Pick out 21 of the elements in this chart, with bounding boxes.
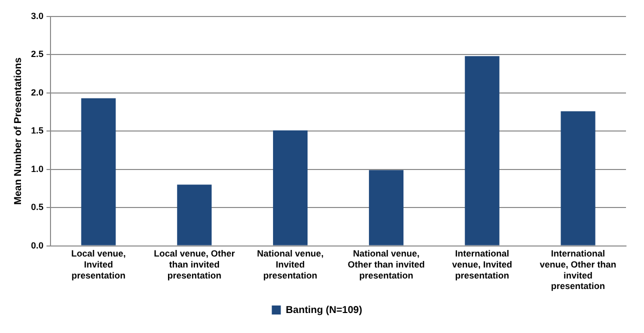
bar [81,98,116,246]
bar [177,184,212,246]
y-tick-label: 0.0 [30,240,44,250]
legend-label: Banting (N=109) [286,304,362,316]
x-tick-label: Local venue, Other than invited presentation [154,248,236,280]
bar [368,170,404,246]
y-tick-label: 2.5 [30,49,44,60]
bar [273,130,308,246]
x-tick-label: Local venue, Invited presentation [71,248,126,280]
x-tick-label: International venue, Invited presentation [452,248,512,280]
y-tick-label: 0.5 [30,202,44,212]
y-tick-label: 1.5 [30,126,44,136]
y-axis-title: Mean Number of Presentations [12,57,24,205]
bar [464,56,500,246]
y-tick-label: 1.0 [30,164,44,174]
x-tick-label: National venue, Invited presentation [257,248,324,280]
x-tick-label: National venue, Other than invited presentation [348,248,425,280]
y-tick-label: 2.0 [30,87,44,98]
bar [560,111,596,246]
x-tick-label: International venue, Other than invited presentation [540,248,616,292]
y-tick-label: 3.0 [30,10,44,21]
